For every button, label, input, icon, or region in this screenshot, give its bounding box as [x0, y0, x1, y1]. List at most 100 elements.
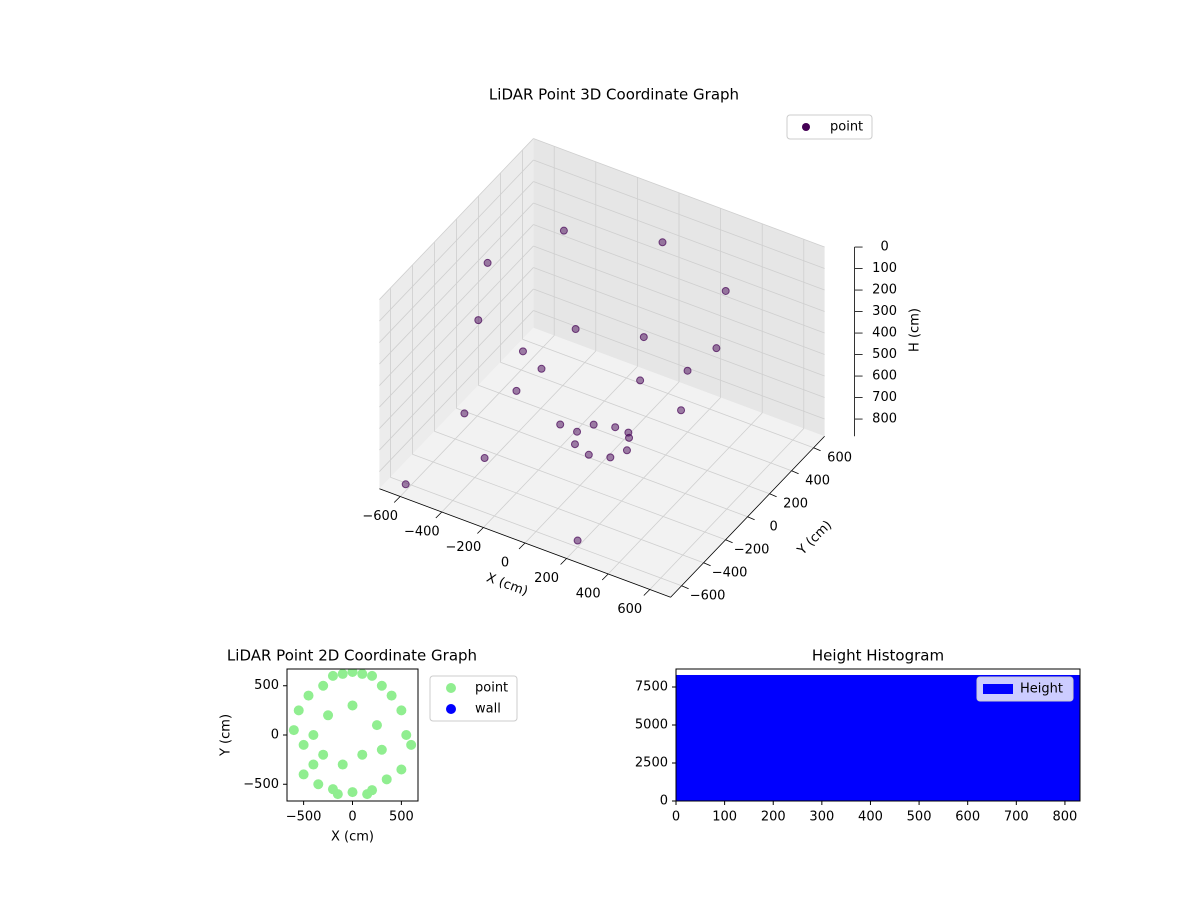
point — [401, 730, 412, 740]
x-tick-label: 500 — [389, 810, 414, 825]
point — [474, 316, 483, 325]
grid-line — [533, 138, 825, 248]
legend-marker — [983, 684, 1013, 694]
bar — [716, 674, 758, 801]
z-tick-label: 700 — [872, 390, 897, 405]
grid-line — [379, 159, 534, 322]
legend-label: point — [475, 681, 508, 696]
y-tick-label: 7500 — [635, 679, 668, 694]
x-tick-label: 0 — [348, 810, 356, 825]
tick-mark — [769, 493, 777, 498]
point — [293, 705, 304, 716]
tick-mark — [681, 585, 689, 590]
point — [570, 440, 579, 449]
point — [347, 669, 358, 677]
grid-line — [456, 407, 748, 518]
grid-line — [533, 181, 825, 291]
bar — [837, 674, 879, 801]
point — [625, 433, 634, 442]
point — [308, 759, 319, 770]
legend-label: Height — [1020, 682, 1063, 697]
bar — [676, 674, 717, 801]
x-tick-label: −600 — [362, 509, 398, 524]
point — [323, 710, 334, 721]
x-tick-label: 200 — [534, 571, 559, 586]
chart-title: Height Histogram — [812, 647, 944, 665]
point — [401, 480, 410, 489]
point — [318, 749, 329, 760]
point — [386, 690, 397, 701]
point — [571, 325, 580, 334]
point — [347, 787, 358, 798]
point — [288, 725, 299, 736]
point — [658, 238, 667, 247]
tick-mark — [435, 511, 443, 519]
y-tick-label: −500 — [243, 777, 279, 792]
point — [337, 669, 348, 679]
bar — [797, 674, 838, 801]
z-tick-label: 800 — [872, 412, 897, 427]
point — [611, 423, 620, 432]
grid-line — [533, 159, 825, 269]
tick-mark — [518, 542, 526, 550]
legend-box — [976, 676, 1074, 702]
legend-box — [786, 114, 873, 140]
point — [298, 739, 309, 750]
z-tick-label: 200 — [872, 283, 897, 298]
x-tick-label: 600 — [617, 602, 642, 617]
z-tick-label: 600 — [872, 369, 897, 384]
grid-line — [533, 310, 825, 420]
point — [589, 420, 598, 429]
point — [721, 286, 730, 295]
point — [636, 376, 645, 385]
point — [518, 347, 527, 356]
point — [357, 749, 368, 760]
tick-mark — [560, 558, 567, 565]
grid-line — [412, 453, 704, 564]
point — [584, 450, 593, 459]
x-axis-line — [379, 488, 671, 598]
x-tick-label: 500 — [907, 810, 932, 825]
legend-marker — [446, 683, 456, 693]
point — [677, 406, 686, 415]
point — [367, 670, 378, 681]
point — [483, 258, 492, 267]
y-tick-label: −600 — [690, 588, 726, 603]
point — [512, 386, 521, 395]
x-tick-label: 600 — [955, 810, 980, 825]
point — [337, 759, 348, 770]
z-tick-label: 100 — [872, 261, 897, 276]
point — [371, 720, 382, 731]
grid-line — [478, 384, 770, 495]
point — [376, 680, 387, 691]
x-tick-label: 200 — [761, 810, 786, 825]
point — [639, 333, 648, 342]
x-tick-label: 100 — [712, 810, 737, 825]
grid-line — [379, 288, 534, 451]
grid-line — [533, 288, 825, 398]
grid-line — [533, 245, 825, 355]
legend-label: point — [830, 120, 863, 135]
x-tick-label: 400 — [858, 810, 883, 825]
bar — [756, 674, 798, 801]
tick-mark — [477, 527, 484, 534]
tick-mark — [725, 539, 733, 544]
grid-line — [379, 224, 534, 386]
tick-mark — [393, 496, 401, 503]
y-tick-label: −200 — [734, 542, 770, 557]
legend-marker — [802, 123, 810, 131]
point — [559, 226, 568, 235]
grid-line — [500, 361, 792, 472]
x-tick-label: 0 — [501, 556, 509, 571]
grid-line — [533, 267, 825, 377]
grid-line — [379, 267, 534, 429]
point — [606, 453, 615, 462]
point — [357, 669, 368, 679]
point — [376, 744, 387, 755]
point — [298, 769, 309, 780]
tick-mark — [643, 589, 651, 596]
point — [381, 774, 392, 785]
tick-mark — [813, 447, 821, 452]
z-tick-label: 400 — [872, 326, 897, 341]
grid-line — [379, 245, 534, 408]
